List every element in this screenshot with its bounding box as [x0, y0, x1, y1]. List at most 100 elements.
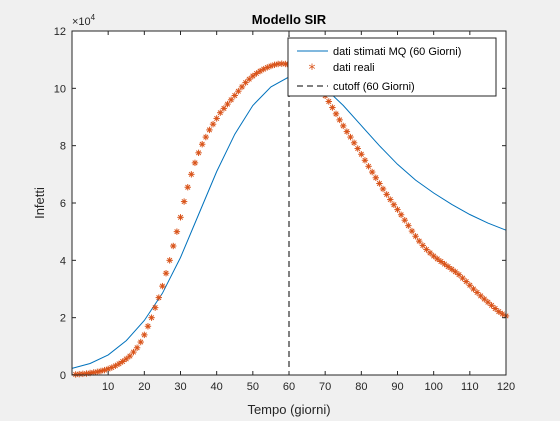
data-point-real — [227, 96, 235, 103]
data-point-real — [162, 270, 170, 277]
data-point-real — [365, 163, 372, 170]
data-point-real — [325, 98, 332, 105]
data-point-real — [151, 304, 159, 311]
data-point-real — [83, 370, 90, 377]
x-tick-label: 70 — [319, 381, 331, 393]
legend-entry-real: dati reali — [333, 62, 375, 74]
data-point-real — [137, 338, 144, 346]
data-point-real — [340, 122, 347, 130]
plot-frame — [71, 30, 507, 376]
y-tick-label: 0 — [60, 370, 66, 382]
x-tick-label: 30 — [174, 381, 186, 393]
data-point-real — [253, 70, 260, 77]
y-exponent-power: 4 — [91, 13, 96, 22]
data-point-real — [354, 145, 361, 152]
data-point-real — [332, 110, 340, 118]
data-point-real — [209, 120, 217, 128]
data-point-real — [473, 289, 481, 296]
data-point-real — [412, 233, 419, 240]
data-point-real — [394, 206, 401, 213]
legend-entry-estimated: dati stimati MQ (60 Giorni) — [333, 46, 461, 58]
data-point-real — [133, 344, 141, 351]
data-point-real — [126, 352, 134, 360]
data-point-real — [148, 314, 155, 321]
data-point-real — [430, 252, 437, 260]
x-tick-label: 120 — [497, 381, 515, 393]
data-point-real — [376, 180, 383, 187]
data-point-real — [235, 88, 242, 95]
data-point-real — [423, 246, 430, 253]
tick-layer: 10 20 30 40 50 60 70 80 90 100 110 120 0 2 4 6 8 10 12 — [54, 26, 515, 393]
x-tick-label: 10 — [102, 381, 114, 393]
data-point-real — [416, 237, 423, 245]
data-point-real — [191, 159, 199, 167]
data-point-real — [368, 168, 376, 176]
data-point-real — [379, 185, 387, 193]
data-point-real — [123, 355, 130, 363]
data-point-real — [383, 191, 390, 198]
chart-title: Modello SIR — [252, 12, 327, 27]
x-tick-label: 80 — [355, 381, 367, 393]
x-axis-label: Tempo (giorni) — [247, 402, 330, 417]
data-point-real — [401, 217, 408, 224]
data-point-real — [361, 157, 369, 164]
data-point-real — [159, 282, 166, 290]
data-point-real — [488, 302, 495, 309]
data-point-real — [144, 323, 152, 330]
data-point-real — [484, 298, 492, 306]
data-point-real — [155, 294, 162, 301]
data-point-real — [444, 263, 452, 270]
x-tick-label: 90 — [391, 381, 403, 393]
data-point-real — [434, 255, 441, 263]
data-point-real — [195, 149, 202, 157]
data-point-real — [387, 196, 394, 203]
data-point-real — [329, 104, 336, 111]
data-point-real — [358, 151, 365, 158]
data-point-real — [115, 360, 123, 368]
data-point-real — [477, 292, 484, 300]
y-tick-label: 12 — [54, 26, 66, 38]
y-tick-label: 10 — [54, 83, 66, 95]
data-point-real — [390, 201, 398, 208]
data-point-real — [220, 105, 228, 112]
data-point-real — [217, 109, 224, 116]
y-tick-label: 6 — [60, 198, 66, 210]
data-point-real — [249, 72, 257, 80]
x-tick-label: 20 — [138, 381, 150, 393]
y-tick-label: 8 — [60, 141, 66, 153]
data-point-real — [419, 242, 427, 249]
data-point-real — [188, 171, 195, 178]
data-point-real — [173, 228, 181, 235]
data-point-real — [180, 198, 188, 205]
x-tick-label: 40 — [211, 381, 223, 393]
data-point-real — [231, 92, 238, 99]
data-point-real — [224, 100, 231, 108]
data-point-real — [202, 133, 210, 141]
x-tick-label: 60 — [283, 381, 295, 393]
data-point-real — [213, 115, 220, 122]
y-axis-exponent: ×104 — [72, 13, 96, 28]
x-tick-label: 110 — [461, 381, 479, 393]
data-point-real — [448, 266, 455, 273]
data-point-real — [452, 268, 459, 275]
y-axis-label: Infetti — [32, 187, 47, 219]
data-point-real — [336, 116, 343, 124]
data-point-real — [238, 83, 246, 91]
y-exponent-base: ×10 — [72, 16, 91, 28]
data-point-real — [372, 174, 379, 181]
data-point-real — [177, 214, 184, 221]
y-tick-label: 2 — [60, 313, 66, 325]
data-point-real — [441, 260, 448, 268]
legend-marker-swatch: * — [309, 62, 316, 78]
data-point-real — [130, 348, 137, 356]
data-point-real — [397, 211, 405, 218]
y-tick-label: 4 — [60, 255, 66, 267]
legend-entry-cutoff: cutoff (60 Giorni) — [333, 81, 415, 93]
data-point-real — [347, 133, 354, 141]
data-point-real — [495, 308, 502, 315]
x-tick-label: 100 — [424, 381, 442, 393]
data-point-real — [119, 358, 126, 365]
data-point-real — [184, 184, 191, 191]
data-point-real — [166, 257, 173, 264]
